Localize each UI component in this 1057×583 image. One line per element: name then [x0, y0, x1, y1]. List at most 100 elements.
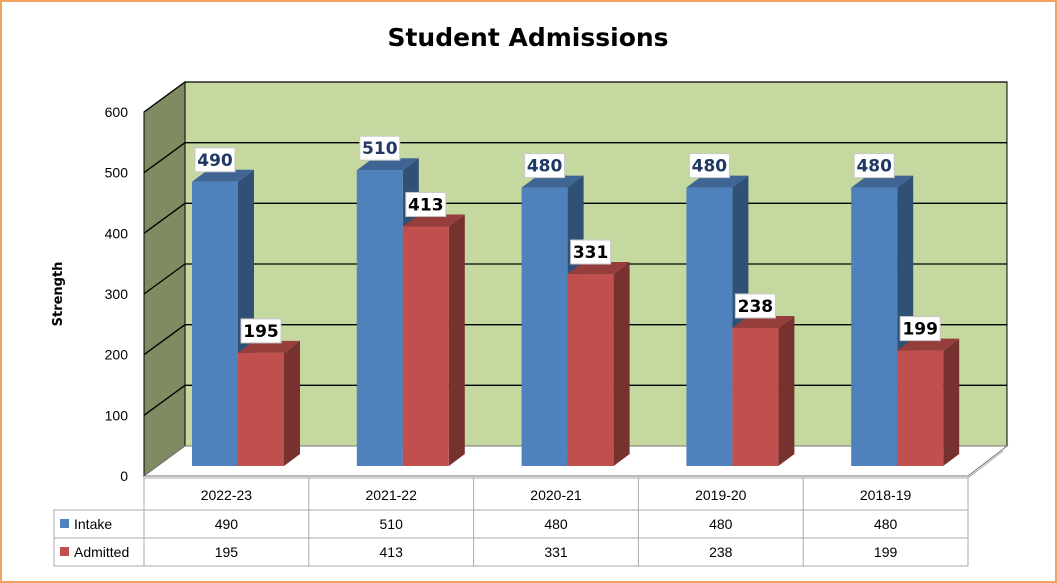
data-label-box	[359, 135, 401, 161]
data-label-box	[853, 153, 895, 179]
bar-top	[897, 338, 960, 351]
table-cell: 238	[709, 544, 733, 560]
data-label-value: 199	[902, 320, 938, 340]
bar-top	[521, 175, 584, 188]
y-tick-label: 500	[105, 165, 129, 181]
x-category-label: 2018-19	[860, 487, 912, 503]
data-label: 480	[688, 153, 730, 179]
bar-intake-2018-19	[851, 175, 914, 466]
data-label-box	[688, 153, 730, 179]
data-table: 2022-23 2021-22 2020-21 2019-20 2018-19 Intak…	[53, 450, 1004, 567]
table-cell: 480	[874, 516, 898, 532]
gridline-side	[143, 324, 186, 356]
data-label-box	[734, 293, 776, 319]
y-tick-label: 200	[105, 347, 129, 363]
bar-side	[778, 315, 795, 466]
data-label: 480	[524, 153, 566, 179]
x-category-label: 2022-23	[201, 487, 253, 503]
y-tick-label: 100	[105, 407, 129, 423]
bar-front	[238, 352, 284, 466]
data-label: 331	[570, 239, 612, 265]
table-cell: 510	[380, 516, 404, 532]
y-tick-label: 300	[105, 286, 129, 302]
y-axis-label: Strength	[51, 262, 66, 327]
bar-top	[686, 175, 749, 188]
bar-top	[238, 340, 300, 353]
bar-top	[851, 175, 914, 188]
legend-label: Admitted	[74, 544, 129, 560]
bar-front	[732, 327, 779, 466]
data-label-box	[194, 147, 236, 173]
data-label-box	[899, 316, 941, 342]
data-label: 510	[359, 135, 401, 161]
bar-front	[851, 187, 898, 466]
bar-top	[732, 315, 795, 328]
bar-front	[521, 187, 568, 466]
data-label: 195	[240, 318, 282, 344]
bar-top	[356, 158, 419, 171]
data-label: 413	[405, 191, 447, 217]
bar-top	[402, 214, 465, 227]
bar-side	[448, 214, 465, 466]
data-label: 199	[899, 316, 941, 342]
data-label-value: 480	[527, 157, 563, 177]
bar-side	[613, 262, 630, 466]
data-label-value: 480	[856, 157, 892, 177]
table-cell: 195	[215, 544, 239, 560]
table-cell: 480	[544, 516, 568, 532]
chart-title: Student Admissions	[387, 23, 668, 52]
data-label-value: 195	[243, 322, 279, 342]
data-label-value: 510	[362, 139, 398, 159]
gridline-side	[143, 202, 186, 234]
data-label-box	[240, 318, 282, 344]
table-cell: 490	[215, 516, 239, 532]
y-tick-label: 600	[105, 104, 129, 120]
bar-admitted-2018-19	[897, 338, 960, 466]
bar-top	[567, 262, 630, 275]
data-label: 490	[194, 147, 236, 173]
gridline-side	[143, 384, 186, 416]
bar-side	[943, 338, 960, 466]
data-label: 480	[853, 153, 895, 179]
bar-admitted-2019-20	[732, 315, 795, 466]
x-category-label: 2021-22	[366, 487, 418, 503]
bar-intake-2022-23	[192, 169, 254, 467]
gridline-side	[143, 81, 186, 113]
bar-front	[686, 187, 733, 466]
data-label-box	[405, 191, 447, 217]
table-cell: 199	[874, 544, 898, 560]
bar-top	[192, 169, 254, 182]
legend-label: Intake	[74, 516, 112, 532]
y-tick-label: 400	[105, 225, 129, 241]
table-cell: 480	[709, 516, 733, 532]
bar-admitted-2020-21	[567, 262, 630, 466]
data-label-value: 331	[573, 243, 609, 263]
data-label-value: 480	[692, 157, 728, 177]
table-edge	[967, 450, 1004, 479]
bar-front	[402, 226, 449, 466]
data-label-box	[570, 239, 612, 265]
bar-front	[356, 170, 403, 466]
legend-key-admitted	[60, 547, 69, 556]
data-label-box	[524, 153, 566, 179]
data-label-value: 490	[197, 151, 233, 171]
y-tick-label: 0	[120, 468, 128, 484]
table-cell: 413	[380, 544, 404, 560]
legend-key-intake	[60, 519, 69, 528]
table-cell: 331	[544, 544, 568, 560]
bar-admitted-2021-22	[402, 214, 465, 466]
data-labels: 490 195 510 413 480 331 480 238 480 199	[194, 135, 941, 344]
gridline-side	[143, 142, 186, 174]
gridline-side	[143, 263, 186, 295]
data-label-value: 238	[738, 297, 774, 317]
bar-front	[192, 181, 238, 467]
y-axis-ticks: 0 100 200 300 400 500 600	[105, 104, 129, 484]
bar-side	[284, 340, 300, 466]
data-label: 238	[734, 293, 776, 319]
bar-front	[897, 350, 944, 466]
x-category-label: 2019-20	[695, 487, 747, 503]
bar-front	[567, 274, 614, 466]
x-category-label: 2020-21	[530, 487, 582, 503]
data-label-value: 413	[408, 195, 444, 215]
